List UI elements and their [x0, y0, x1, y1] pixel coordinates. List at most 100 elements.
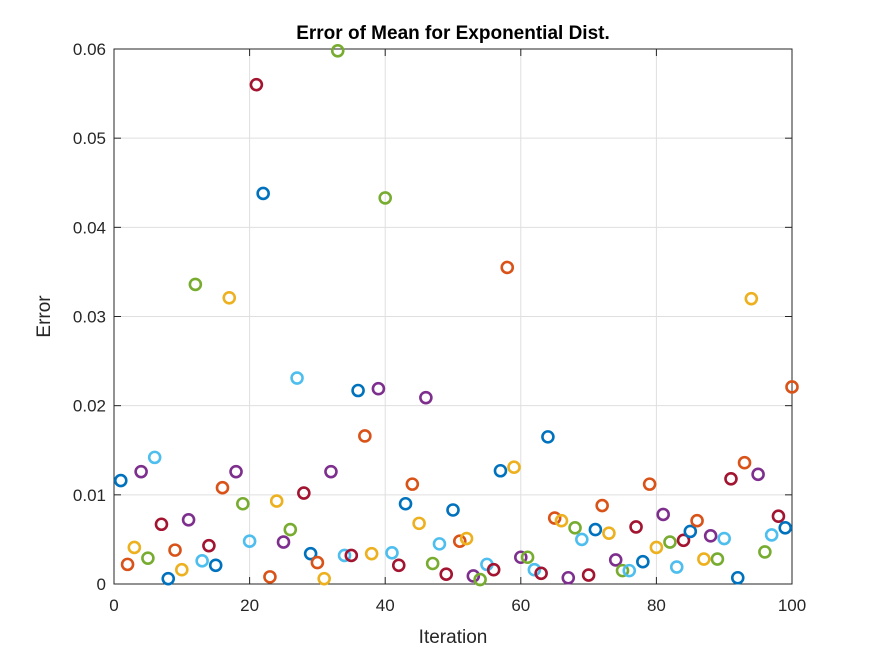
- data-point: [249, 77, 264, 92]
- data-point: [710, 552, 725, 566]
- data-point: [575, 532, 589, 547]
- data-point: [120, 557, 135, 572]
- y-tick-label: 0.04: [73, 218, 106, 237]
- data-point: [405, 477, 420, 491]
- data-point: [778, 521, 793, 535]
- data-point: [161, 571, 176, 586]
- data-point: [141, 551, 155, 565]
- data-point: [215, 480, 230, 495]
- data-point: [507, 460, 521, 474]
- data-point: [534, 566, 548, 581]
- data-point: [459, 531, 474, 546]
- data-point: [588, 522, 603, 537]
- data-point: [398, 496, 413, 511]
- data-point: [473, 572, 487, 587]
- data-point: [297, 486, 311, 500]
- y-tick-label: 0.02: [73, 397, 106, 416]
- data-point: [432, 537, 447, 551]
- x-tick-label: 40: [376, 596, 395, 615]
- data-point: [561, 570, 576, 585]
- data-point: [344, 548, 359, 563]
- data-point: [337, 548, 352, 563]
- axes: 0 20 40 60 80 100 0 0.01 0.02 0.03 0.04 0.05 0.06: [73, 40, 806, 615]
- data-point: [629, 520, 643, 534]
- data-point: [737, 455, 752, 470]
- data-points: [113, 43, 799, 587]
- data-point: [697, 552, 711, 566]
- data-point: [269, 494, 284, 508]
- data-point: [751, 467, 765, 482]
- data-point: [764, 528, 779, 542]
- data-point: [656, 507, 670, 522]
- data-point: [147, 450, 162, 465]
- x-tick-label: 0: [109, 596, 118, 615]
- data-point: [188, 277, 203, 292]
- data-point: [439, 567, 454, 581]
- data-point: [486, 562, 501, 577]
- data-point: [703, 529, 718, 543]
- data-point: [758, 545, 772, 559]
- y-axis-label: Error: [34, 295, 55, 338]
- data-point: [513, 550, 528, 565]
- y-tick-label: 0.05: [73, 129, 106, 148]
- data-point: [676, 533, 691, 548]
- data-point: [276, 535, 291, 549]
- data-point: [446, 503, 460, 517]
- data-point: [730, 570, 745, 585]
- data-point: [378, 191, 393, 205]
- data-point: [771, 509, 786, 524]
- data-point: [500, 260, 515, 275]
- y-tick-label: 0.01: [73, 486, 106, 505]
- data-point: [371, 381, 386, 396]
- data-point: [303, 546, 318, 561]
- data-point: [608, 553, 623, 567]
- data-point: [527, 562, 542, 577]
- data-point: [229, 464, 243, 479]
- data-point: [256, 186, 270, 201]
- data-point: [541, 430, 555, 444]
- data-point: [649, 540, 664, 555]
- data-point: [208, 558, 223, 573]
- data-point: [175, 562, 189, 577]
- y-tick-label: 0: [97, 575, 106, 594]
- data-point: [391, 558, 406, 573]
- x-axis-label: Iteration: [419, 627, 488, 648]
- data-point: [568, 521, 582, 535]
- data-point: [154, 517, 169, 532]
- data-point: [330, 43, 345, 58]
- data-point: [642, 477, 657, 491]
- data-point: [452, 534, 467, 549]
- data-point: [581, 568, 596, 582]
- data-point: [202, 538, 216, 553]
- data-point: [134, 464, 148, 479]
- data-point: [602, 526, 616, 540]
- data-point: [520, 550, 535, 565]
- data-point: [263, 570, 277, 584]
- data-point: [690, 513, 704, 528]
- data-point: [615, 563, 630, 578]
- data-point: [595, 498, 609, 513]
- data-point: [324, 464, 338, 479]
- data-point: [636, 554, 650, 569]
- data-point: [242, 534, 257, 549]
- data-point: [412, 516, 426, 531]
- x-tick-label: 80: [647, 596, 666, 615]
- data-point: [717, 531, 732, 546]
- data-point: [358, 429, 372, 443]
- data-point: [310, 555, 325, 570]
- data-point: [113, 473, 128, 488]
- data-point: [317, 571, 331, 586]
- y-tick-label: 0.06: [73, 40, 106, 59]
- data-point: [195, 554, 209, 568]
- data-point: [419, 390, 433, 405]
- data-point: [493, 463, 508, 478]
- data-point: [351, 383, 365, 398]
- data-point: [290, 371, 304, 385]
- data-point: [724, 471, 738, 486]
- y-tick-label: 0.03: [73, 308, 106, 327]
- data-point: [663, 535, 677, 549]
- data-point: [785, 380, 799, 394]
- data-point: [683, 524, 698, 539]
- x-tick-label: 60: [511, 596, 530, 615]
